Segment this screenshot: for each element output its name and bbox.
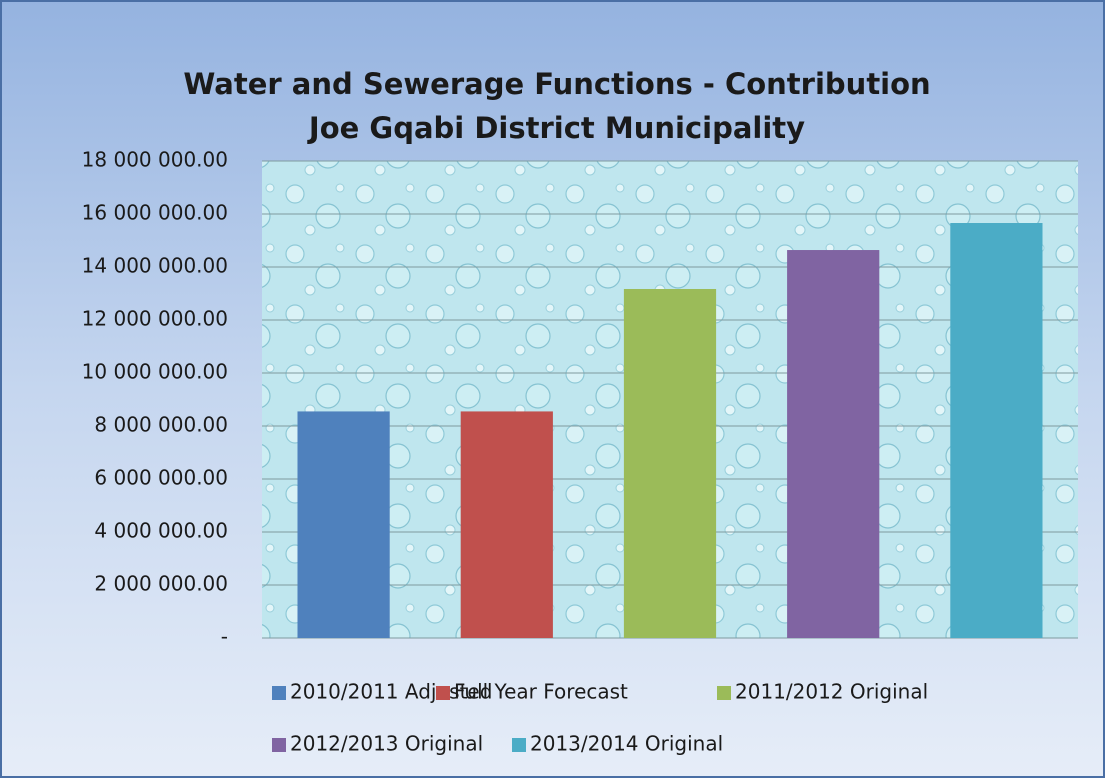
legend-label: Full Year Forecast <box>454 680 628 704</box>
y-tick-label: 12 000 000.00 <box>82 307 228 331</box>
chart: Water and Sewerage Functions - Contribut… <box>0 0 1105 778</box>
chart-subtitle: Joe Gqabi District Municipality <box>307 111 805 145</box>
legend-swatch <box>436 686 450 700</box>
legend-label: 2011/2012 Original <box>735 680 928 704</box>
bar <box>297 411 389 638</box>
chart-title: Water and Sewerage Functions - Contribut… <box>183 67 930 101</box>
legend-swatch <box>272 738 286 752</box>
y-tick-label: - <box>221 625 228 649</box>
legend-label: 2012/2013 Original <box>290 732 483 756</box>
y-tick-label: 8 000 000.00 <box>94 413 228 437</box>
bar <box>461 411 553 638</box>
y-tick-label: 4 000 000.00 <box>94 519 228 543</box>
y-tick-label: 16 000 000.00 <box>82 201 228 225</box>
bar <box>624 289 716 638</box>
legend-swatch <box>272 686 286 700</box>
legend-label: 2013/2014 Original <box>530 732 723 756</box>
y-tick-label: 2 000 000.00 <box>94 572 228 596</box>
legend-swatch <box>512 738 526 752</box>
y-tick-label: 6 000 000.00 <box>94 466 228 490</box>
y-tick-label: 10 000 000.00 <box>82 360 228 384</box>
bar <box>950 223 1042 638</box>
y-tick-label: 18 000 000.00 <box>82 148 228 172</box>
legend-swatch <box>717 686 731 700</box>
y-tick-label: 14 000 000.00 <box>82 254 228 278</box>
bar <box>787 250 879 638</box>
